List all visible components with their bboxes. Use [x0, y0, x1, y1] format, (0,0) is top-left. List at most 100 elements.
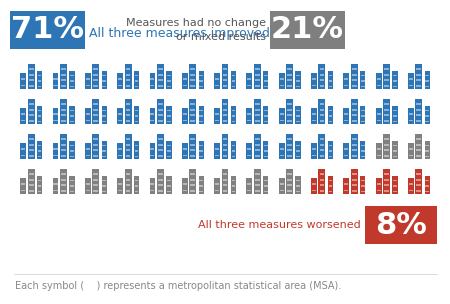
Bar: [38, 150, 41, 152]
Bar: [408, 108, 414, 123]
Bar: [198, 141, 204, 159]
Bar: [279, 183, 284, 185]
Bar: [296, 120, 300, 122]
Bar: [287, 68, 292, 70]
Bar: [311, 73, 317, 88]
Bar: [92, 134, 99, 159]
Bar: [408, 73, 414, 88]
Bar: [248, 190, 252, 192]
Bar: [214, 73, 220, 88]
Bar: [183, 120, 187, 122]
Bar: [361, 150, 365, 152]
Bar: [393, 185, 397, 187]
Bar: [232, 150, 235, 152]
Bar: [361, 110, 365, 111]
Bar: [352, 143, 357, 146]
Bar: [214, 143, 220, 159]
Bar: [383, 64, 390, 88]
Bar: [416, 143, 421, 146]
Bar: [361, 75, 365, 76]
Bar: [189, 134, 196, 159]
Bar: [425, 185, 429, 187]
Bar: [29, 173, 34, 175]
Bar: [415, 64, 422, 88]
Bar: [28, 169, 35, 194]
Bar: [255, 184, 260, 186]
Bar: [93, 138, 98, 140]
Bar: [215, 155, 219, 157]
Bar: [166, 176, 171, 194]
Bar: [223, 114, 227, 116]
Bar: [29, 85, 34, 87]
Bar: [384, 173, 389, 175]
Bar: [214, 108, 220, 123]
Bar: [223, 178, 227, 181]
Bar: [393, 156, 397, 157]
Bar: [199, 180, 203, 181]
Bar: [361, 145, 365, 146]
Bar: [126, 114, 130, 116]
Bar: [93, 79, 98, 81]
Bar: [255, 114, 260, 116]
Text: 21%: 21%: [271, 16, 344, 44]
Bar: [61, 103, 66, 105]
Bar: [103, 150, 106, 152]
Bar: [415, 134, 422, 159]
Bar: [383, 169, 390, 194]
Bar: [286, 134, 293, 159]
Bar: [20, 73, 26, 88]
Bar: [126, 68, 130, 70]
Bar: [54, 78, 58, 80]
Bar: [70, 110, 74, 111]
Bar: [296, 110, 300, 111]
Bar: [61, 68, 66, 70]
Bar: [320, 114, 324, 116]
Bar: [61, 120, 66, 122]
Bar: [135, 156, 139, 157]
Bar: [158, 74, 163, 75]
Bar: [247, 143, 252, 159]
Bar: [134, 71, 139, 88]
Bar: [54, 120, 58, 122]
Bar: [279, 85, 284, 87]
Bar: [183, 183, 187, 185]
Bar: [158, 114, 163, 116]
Bar: [392, 71, 398, 88]
Bar: [69, 176, 75, 194]
Bar: [215, 120, 219, 122]
Bar: [70, 191, 74, 192]
Bar: [85, 73, 91, 88]
Bar: [29, 120, 34, 122]
Bar: [190, 155, 195, 157]
Bar: [343, 178, 349, 194]
Bar: [29, 74, 34, 75]
Bar: [255, 74, 260, 75]
Bar: [360, 71, 365, 88]
Bar: [392, 106, 398, 123]
Bar: [320, 143, 324, 146]
Bar: [361, 156, 365, 157]
Bar: [377, 85, 381, 87]
Bar: [150, 148, 154, 150]
Bar: [254, 99, 261, 123]
Bar: [38, 120, 41, 122]
Bar: [167, 110, 171, 111]
Bar: [29, 178, 34, 181]
Bar: [166, 106, 171, 123]
Bar: [393, 115, 397, 116]
Bar: [215, 183, 219, 185]
Bar: [328, 115, 332, 116]
Bar: [29, 143, 34, 146]
Bar: [255, 149, 260, 151]
Bar: [328, 75, 332, 76]
Bar: [296, 156, 300, 157]
Bar: [343, 108, 349, 123]
Bar: [198, 106, 204, 123]
Bar: [255, 109, 260, 111]
Bar: [10, 11, 85, 49]
Bar: [312, 113, 316, 115]
Bar: [254, 134, 261, 159]
Bar: [103, 191, 106, 192]
Bar: [328, 145, 332, 146]
Bar: [296, 141, 301, 159]
